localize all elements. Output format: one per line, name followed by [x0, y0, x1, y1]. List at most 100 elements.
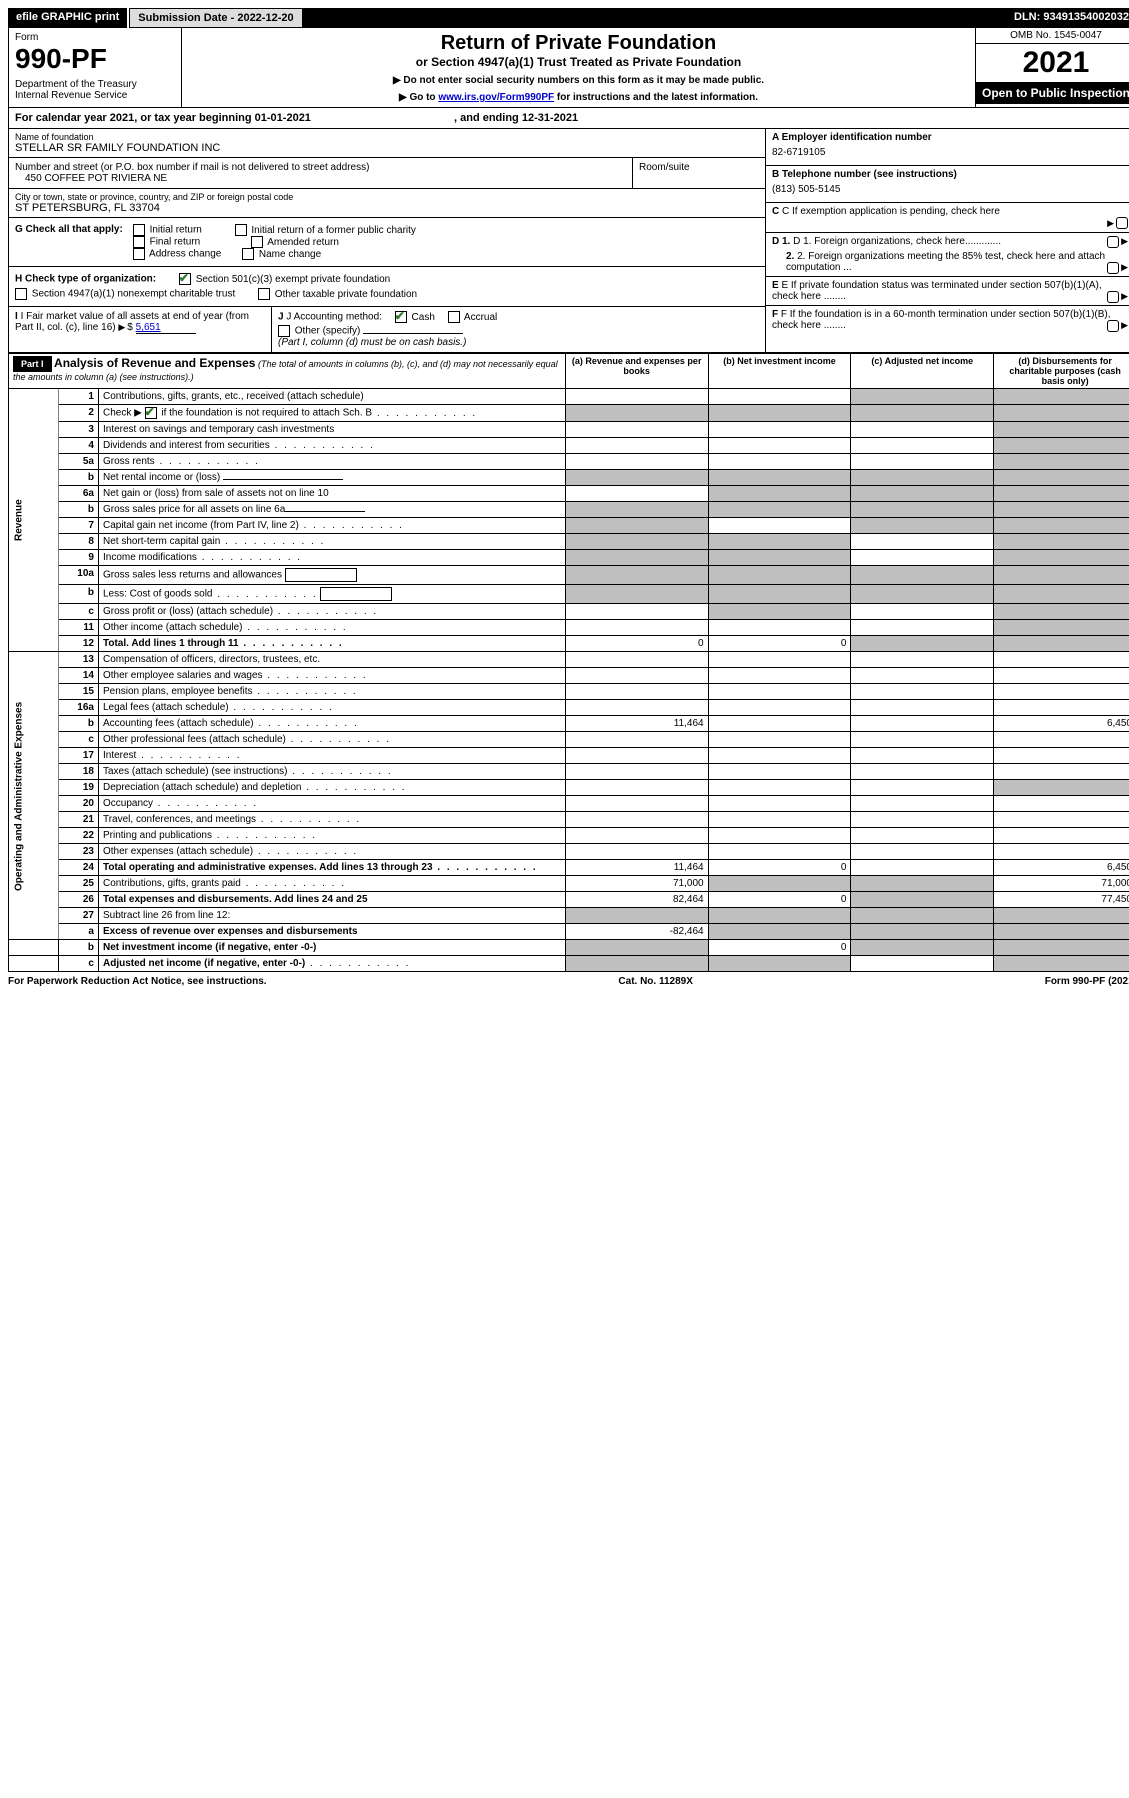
entity-info: Name of foundation STELLAR SR FAMILY FOU… — [8, 129, 1129, 353]
d-cell: D 1. D 1. Foreign organizations, check h… — [766, 233, 1129, 277]
f-cell: F F If the foundation is in a 60-month t… — [766, 306, 1129, 334]
instr-line-2: ▶ Go to www.irs.gov/Form990PF for instru… — [192, 92, 965, 103]
row-20: 20Occupancy — [9, 796, 1129, 812]
open-to-public: Open to Public Inspection — [976, 82, 1129, 104]
row-10b: bLess: Cost of goods sold — [9, 585, 1129, 604]
d1-checkbox[interactable] — [1107, 236, 1119, 248]
entity-info-right: A Employer identification number 82-6719… — [765, 129, 1129, 352]
row-11: 11Other income (attach schedule) — [9, 620, 1129, 636]
e-cell: E E If private foundation status was ter… — [766, 277, 1129, 306]
row-27: 27Subtract line 26 from line 12: — [9, 908, 1129, 924]
g-check-row: G Check all that apply: Initial return I… — [9, 218, 765, 267]
part1-label: Part I — [13, 356, 52, 372]
row-27c: cAdjusted net income (if negative, enter… — [9, 956, 1129, 972]
row-6a: 6aNet gain or (loss) from sale of assets… — [9, 486, 1129, 502]
row-16a: 16aLegal fees (attach schedule) — [9, 700, 1129, 716]
row-10a: 10aGross sales less returns and allowanc… — [9, 566, 1129, 585]
h-check-row: H Check type of organization: Section 50… — [9, 267, 765, 307]
row-9: 9Income modifications — [9, 550, 1129, 566]
row-13: Operating and Administrative Expenses 13… — [9, 652, 1129, 668]
city-cell: City or town, state or province, country… — [9, 189, 765, 218]
tax-year: 2021 — [976, 44, 1129, 82]
row-27b: bNet investment income (if negative, ent… — [9, 940, 1129, 956]
row-17: 17Interest — [9, 748, 1129, 764]
other-method-checkbox[interactable] — [278, 325, 290, 337]
fmv-cell: I I Fair market value of all assets at e… — [9, 307, 272, 352]
row-10c: cGross profit or (loss) (attach schedule… — [9, 604, 1129, 620]
part1-header-row: Part I Analysis of Revenue and Expenses … — [9, 354, 1129, 389]
initial-former-checkbox[interactable] — [235, 224, 247, 236]
row-2: 2Check ▶ if the foundation is not requir… — [9, 405, 1129, 422]
other-taxable-checkbox[interactable] — [258, 288, 270, 300]
form-word: Form — [15, 32, 175, 43]
row-7: 7Capital gain net income (from Part IV, … — [9, 518, 1129, 534]
row-15: 15Pension plans, employee benefits — [9, 684, 1129, 700]
4947a1-checkbox[interactable] — [15, 288, 27, 300]
i-j-row: I I Fair market value of all assets at e… — [9, 307, 765, 352]
efile-label: efile GRAPHIC print — [8, 8, 129, 28]
row-18: 18Taxes (attach schedule) (see instructi… — [9, 764, 1129, 780]
row-21: 21Travel, conferences, and meetings — [9, 812, 1129, 828]
paperwork-notice: For Paperwork Reduction Act Notice, see … — [8, 976, 267, 987]
d2-checkbox[interactable] — [1107, 262, 1119, 274]
row-26: 26Total expenses and disbursements. Add … — [9, 892, 1129, 908]
row-24: 24Total operating and administrative exp… — [9, 860, 1129, 876]
header-left: Form 990-PF Department of the Treasury I… — [9, 28, 182, 107]
entity-info-left: Name of foundation STELLAR SR FAMILY FOU… — [9, 129, 765, 352]
row-16b: bAccounting fees (attach schedule)11,464… — [9, 716, 1129, 732]
e-checkbox[interactable] — [1107, 291, 1119, 303]
form-title: Return of Private Foundation — [192, 32, 965, 55]
cat-no: Cat. No. 11289X — [618, 976, 692, 987]
row-19: 19Depreciation (attach schedule) and dep… — [9, 780, 1129, 796]
instr-line-1: ▶ Do not enter social security numbers o… — [192, 75, 965, 86]
501c3-checkbox[interactable] — [179, 273, 191, 285]
name-change-checkbox[interactable] — [242, 248, 254, 260]
row-27a: aExcess of revenue over expenses and dis… — [9, 924, 1129, 940]
schb-checkbox[interactable] — [145, 407, 157, 419]
row-23: 23Other expenses (attach schedule) — [9, 844, 1129, 860]
dln: DLN: 93491354002032 — [1006, 8, 1129, 28]
c-checkbox[interactable] — [1116, 217, 1128, 229]
initial-return-checkbox[interactable] — [133, 224, 145, 236]
form-number: 990-PF — [15, 43, 175, 75]
col-d-header: (d) Disbursements for charitable purpose… — [994, 354, 1129, 389]
header-center: Return of Private Foundation or Section … — [182, 28, 975, 107]
accrual-checkbox[interactable] — [448, 311, 460, 323]
cash-checkbox[interactable] — [395, 311, 407, 323]
col-b-header: (b) Net investment income — [708, 354, 851, 389]
row-5b: bNet rental income or (loss) — [9, 470, 1129, 486]
row-4: 4Dividends and interest from securities — [9, 438, 1129, 454]
col-c-header: (c) Adjusted net income — [851, 354, 994, 389]
part1-table: Part I Analysis of Revenue and Expenses … — [8, 353, 1129, 972]
address-change-checkbox[interactable] — [133, 248, 145, 260]
row-3: 3Interest on savings and temporary cash … — [9, 422, 1129, 438]
header-right: OMB No. 1545-0047 2021 Open to Public In… — [975, 28, 1129, 107]
row-12: 12Total. Add lines 1 through 1100 — [9, 636, 1129, 652]
room-cell: Room/suite — [633, 158, 765, 188]
accounting-method-cell: J J Accounting method: Cash Accrual Othe… — [272, 307, 765, 352]
row-5a: 5aGross rents — [9, 454, 1129, 470]
row-8: 8Net short-term capital gain — [9, 534, 1129, 550]
row-16c: cOther professional fees (attach schedul… — [9, 732, 1129, 748]
address-row: Number and street (or P.O. box number if… — [9, 158, 765, 189]
ein-cell: A Employer identification number 82-6719… — [766, 129, 1129, 166]
c-cell: C C If exemption application is pending,… — [766, 203, 1129, 233]
row-22: 22Printing and publications — [9, 828, 1129, 844]
row-1: Revenue 1Contributions, gifts, grants, e… — [9, 389, 1129, 405]
calendar-year-row: For calendar year 2021, or tax year begi… — [8, 108, 1129, 129]
row-14: 14Other employee salaries and wages — [9, 668, 1129, 684]
f-checkbox[interactable] — [1107, 320, 1119, 332]
final-return-checkbox[interactable] — [133, 236, 145, 248]
footer: For Paperwork Reduction Act Notice, see … — [8, 972, 1129, 987]
street-cell: Number and street (or P.O. box number if… — [9, 158, 633, 188]
col-a-header: (a) Revenue and expenses per books — [565, 354, 708, 389]
irs-link[interactable]: www.irs.gov/Form990PF — [438, 92, 554, 103]
revenue-header: Revenue — [9, 389, 59, 652]
row-6b: bGross sales price for all assets on lin… — [9, 502, 1129, 518]
row-25: 25Contributions, gifts, grants paid71,00… — [9, 876, 1129, 892]
amended-checkbox[interactable] — [251, 236, 263, 248]
form-ref: Form 990-PF (2021) — [1045, 976, 1129, 987]
department: Department of the Treasury Internal Reve… — [15, 79, 175, 101]
fmv-value-link[interactable]: 5,651 — [136, 322, 196, 334]
form-header: Form 990-PF Department of the Treasury I… — [8, 28, 1129, 108]
